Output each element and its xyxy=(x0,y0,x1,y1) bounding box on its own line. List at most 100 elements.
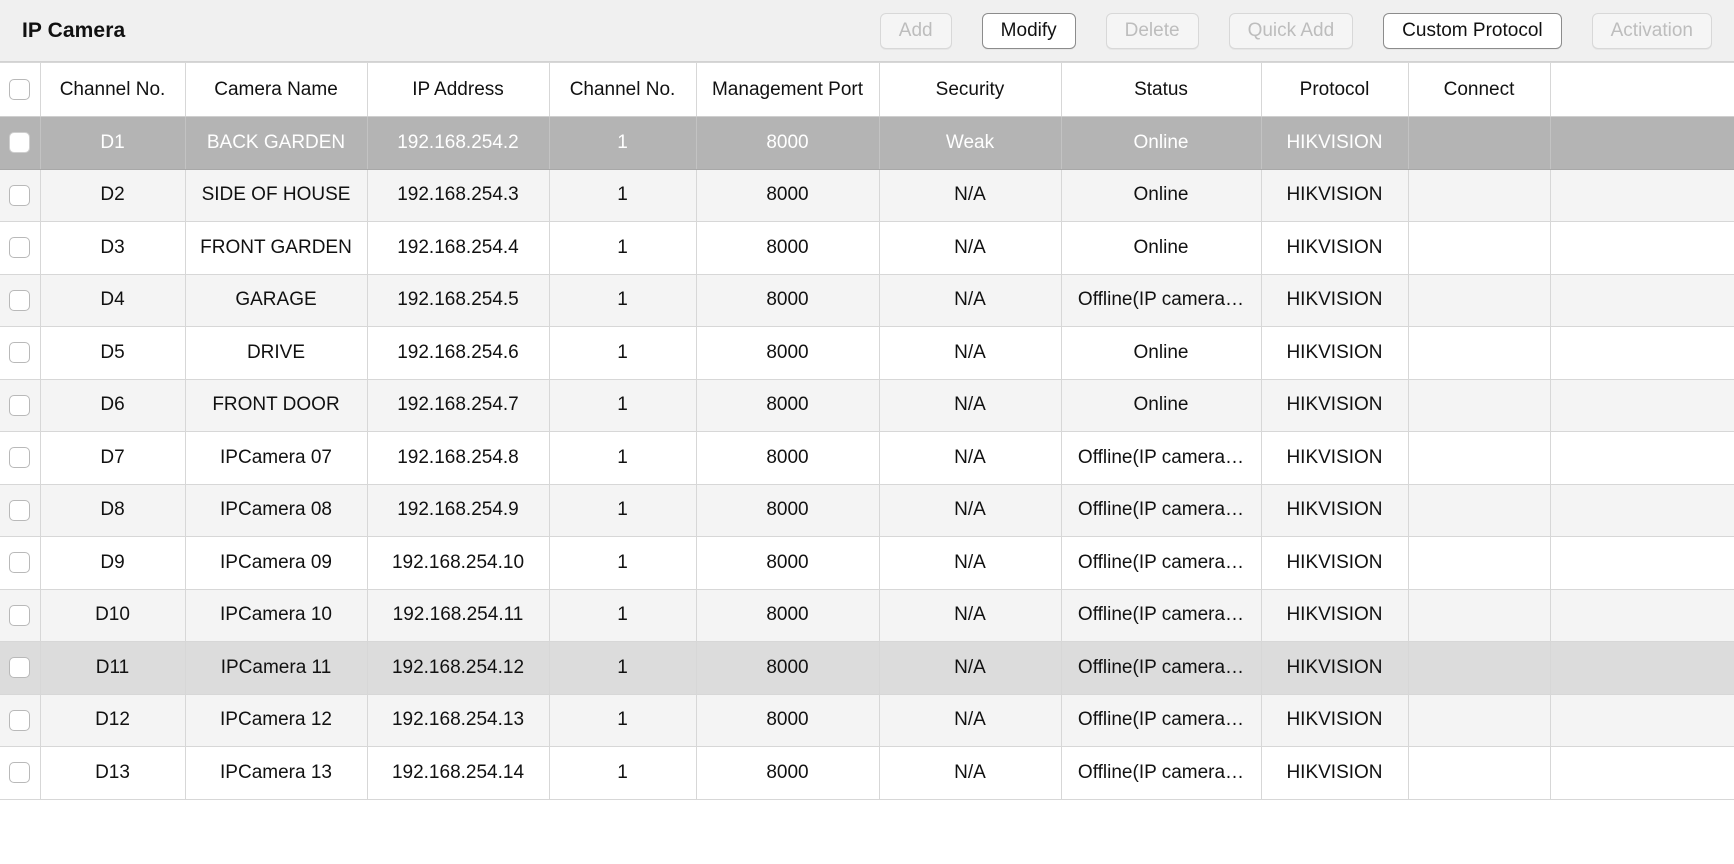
row-checkbox[interactable] xyxy=(9,237,31,259)
table-row[interactable]: D3 FRONT GARDEN 192.168.254.4 1 8000 N/A Onlin… xyxy=(0,221,1734,275)
cell-text: N/A xyxy=(954,184,986,206)
cell-port: 8000 xyxy=(696,221,880,275)
cell-ip: 192.168.254.4 xyxy=(367,221,550,275)
row-checkbox[interactable] xyxy=(9,604,31,626)
cell-text: N/A xyxy=(954,446,986,468)
table-row[interactable]: D13 IPCamera 13 192.168.254.14 1 8000 N/A Offl… xyxy=(0,746,1734,800)
custom-protocol-button[interactable]: Custom Protocol xyxy=(1383,12,1562,49)
row-checkbox[interactable] xyxy=(9,342,31,364)
select-all-checkbox[interactable] xyxy=(9,78,31,100)
table-row[interactable]: D7 IPCamera 07 192.168.254.8 1 8000 N/A Offlin… xyxy=(0,431,1734,485)
cell-channel2: 1 xyxy=(549,221,697,275)
table-row[interactable]: D1 BACK GARDEN 192.168.254.2 1 8000 Weak Onlin… xyxy=(0,116,1734,170)
row-checkbox[interactable] xyxy=(9,762,31,784)
cell-text: 1 xyxy=(617,289,628,311)
cell-select[interactable] xyxy=(0,116,41,170)
cell-select[interactable] xyxy=(0,589,41,642)
table-row[interactable]: D11 IPCamera 11 192.168.254.12 1 8000 N/A Offl… xyxy=(0,641,1734,695)
row-checkbox[interactable] xyxy=(9,552,31,574)
column-header-select[interactable] xyxy=(0,62,41,117)
table-row[interactable]: D9 IPCamera 09 192.168.254.10 1 8000 N/A Offli… xyxy=(0,536,1734,590)
cell-connect xyxy=(1408,274,1551,327)
row-checkbox[interactable] xyxy=(9,289,31,311)
cell-connect xyxy=(1408,379,1551,432)
cell-connect xyxy=(1408,116,1551,170)
cell-channel: D5 xyxy=(40,326,186,380)
cell-text: IPCamera 07 xyxy=(220,446,332,468)
cell-text: 192.168.254.8 xyxy=(397,446,519,468)
cell-text: 1 xyxy=(617,394,628,416)
cell-security: N/A xyxy=(879,589,1062,642)
column-header-status[interactable]: Status xyxy=(1061,62,1262,117)
modify-button[interactable]: Modify xyxy=(981,12,1076,49)
table-row[interactable]: D4 GARAGE 192.168.254.5 1 8000 N/A Offline(IP … xyxy=(0,274,1734,327)
cell-select[interactable] xyxy=(0,326,41,380)
cell-status: Offline(IP camera… xyxy=(1061,589,1262,642)
cell-text: 192.168.254.9 xyxy=(397,499,519,521)
cell-name: GARAGE xyxy=(185,274,368,327)
cell-select[interactable] xyxy=(0,379,41,432)
column-header-extra[interactable] xyxy=(1550,62,1734,117)
cell-channel2: 1 xyxy=(549,746,697,800)
row-checkbox[interactable] xyxy=(9,499,31,521)
cell-security: N/A xyxy=(879,431,1062,485)
cell-select[interactable] xyxy=(0,536,41,590)
cell-text: Offline(IP camera… xyxy=(1077,446,1245,468)
cell-security: N/A xyxy=(879,326,1062,380)
cell-text: 192.168.254.4 xyxy=(397,236,519,258)
column-header-label: Channel No. xyxy=(59,78,166,100)
cell-text: Offline(IP camera… xyxy=(1077,761,1245,783)
row-checkbox[interactable] xyxy=(9,132,31,154)
cell-protocol: HIKVISION xyxy=(1261,694,1409,747)
cell-select[interactable] xyxy=(0,169,41,222)
table-row[interactable]: D12 IPCamera 12 192.168.254.13 1 8000 N/A Offl… xyxy=(0,694,1734,747)
row-checkbox[interactable] xyxy=(9,394,31,416)
table-row[interactable]: D10 IPCamera 10 192.168.254.11 1 8000 N/A Offl… xyxy=(0,589,1734,642)
cell-text: D10 xyxy=(95,604,130,626)
column-header-port[interactable]: Management Port xyxy=(696,62,880,117)
cell-text: D11 xyxy=(95,656,130,678)
row-checkbox[interactable] xyxy=(9,447,31,469)
cell-status: Offline(IP camera… xyxy=(1061,746,1262,800)
cell-select[interactable] xyxy=(0,746,41,800)
cell-select[interactable] xyxy=(0,431,41,485)
cell-select[interactable] xyxy=(0,274,41,327)
cell-text: FRONT DOOR xyxy=(212,394,340,416)
column-header-security[interactable]: Security xyxy=(879,62,1062,117)
cell-text: SIDE OF HOUSE xyxy=(201,184,351,206)
table-row[interactable]: D8 IPCamera 08 192.168.254.9 1 8000 N/A Offlin… xyxy=(0,484,1734,537)
row-checkbox[interactable] xyxy=(9,709,31,731)
cell-text: D6 xyxy=(100,394,125,416)
cell-channel2: 1 xyxy=(549,484,697,537)
cell-ip: 192.168.254.5 xyxy=(367,274,550,327)
cell-channel2: 1 xyxy=(549,169,697,222)
cell-select[interactable] xyxy=(0,641,41,695)
column-header-ip[interactable]: IP Address xyxy=(367,62,550,117)
cell-extra xyxy=(1550,746,1734,800)
cell-select[interactable] xyxy=(0,484,41,537)
column-header-channel2[interactable]: Channel No. xyxy=(549,62,697,117)
column-header-channel[interactable]: Channel No. xyxy=(40,62,186,117)
cell-channel2: 1 xyxy=(549,116,697,170)
table-header-row: Channel No. Camera Name IP Address Channel … xyxy=(0,62,1734,117)
cell-connect xyxy=(1408,536,1551,590)
column-header-name[interactable]: Camera Name xyxy=(185,62,368,117)
column-header-connect[interactable]: Connect xyxy=(1408,62,1551,117)
cell-channel: D12 xyxy=(40,694,186,747)
row-checkbox[interactable] xyxy=(9,184,31,206)
table-row[interactable]: D6 FRONT DOOR 192.168.254.7 1 8000 N/A Online H… xyxy=(0,379,1734,432)
cell-select[interactable] xyxy=(0,221,41,275)
cell-text: N/A xyxy=(954,341,986,363)
column-header-protocol[interactable]: Protocol xyxy=(1261,62,1409,117)
table-row[interactable]: D2 SIDE OF HOUSE 192.168.254.3 1 8000 N/A Onli… xyxy=(0,169,1734,222)
cell-text: Online xyxy=(1133,394,1189,416)
cell-text: 1 xyxy=(617,761,628,783)
cell-name: IPCamera 10 xyxy=(185,589,368,642)
cell-text: 192.168.254.10 xyxy=(391,551,525,573)
table-row[interactable]: D5 DRIVE 192.168.254.6 1 8000 N/A Online HIKVIS… xyxy=(0,326,1734,380)
camera-table-scroll-area[interactable]: Channel No. Camera Name IP Address Channel … xyxy=(0,62,1734,864)
row-checkbox[interactable] xyxy=(9,657,31,679)
cell-channel: D7 xyxy=(40,431,186,485)
cell-text: D8 xyxy=(100,499,125,521)
cell-select[interactable] xyxy=(0,694,41,747)
